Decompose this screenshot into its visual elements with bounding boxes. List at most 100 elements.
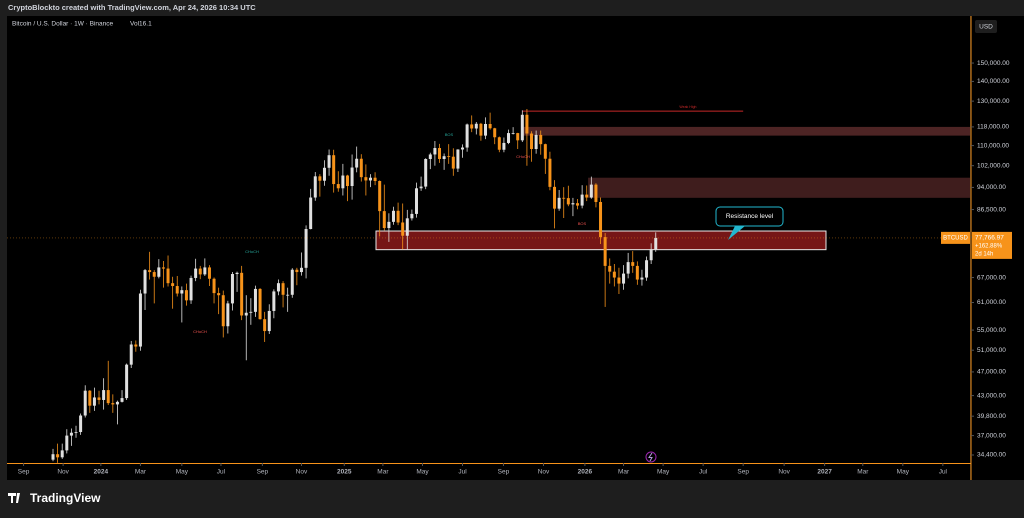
candle-body — [180, 290, 184, 294]
zone — [588, 177, 970, 198]
candle-body — [134, 344, 138, 347]
candle-body — [286, 294, 290, 296]
candle-body — [244, 312, 248, 316]
candle-body — [120, 398, 124, 402]
candle-body — [281, 283, 285, 295]
candle-body — [631, 262, 635, 266]
candle-body — [589, 184, 593, 198]
candle-body — [497, 137, 501, 150]
candle-body — [442, 156, 446, 159]
x-tick-label: Jul — [939, 469, 948, 476]
y-tick-label: 150,000.00 — [977, 60, 1010, 67]
callout-box — [715, 206, 784, 227]
candle-body — [603, 237, 607, 266]
candle-body — [410, 213, 414, 219]
x-tick-label: 2025 — [337, 469, 352, 476]
candle-body — [479, 123, 483, 136]
candle-body — [152, 272, 156, 277]
candle-body — [97, 397, 101, 400]
x-tick-label: May — [897, 469, 910, 476]
candle-body — [184, 290, 188, 301]
zone — [522, 126, 970, 136]
currency-box — [975, 20, 997, 33]
candle-body — [143, 270, 147, 294]
candle-body — [359, 158, 363, 178]
x-tick-label: Jul — [699, 469, 708, 476]
callout-pointer — [728, 226, 745, 240]
y-tick-label: 67,000.00 — [977, 274, 1006, 281]
countdown: 2d 14h — [975, 251, 993, 257]
y-tick-label: 43,000.00 — [977, 392, 1006, 399]
event-icon[interactable] — [645, 451, 657, 463]
candle-body — [230, 274, 234, 304]
candle-body — [493, 128, 497, 138]
candle-body — [585, 194, 589, 198]
symbol-tag — [941, 231, 970, 244]
candle-body — [456, 149, 460, 169]
candle-body — [345, 175, 349, 187]
marks: Weak High — [51, 105, 970, 463]
candle-body — [217, 293, 221, 296]
candle-body — [272, 291, 276, 311]
candle-body — [258, 288, 262, 320]
candle-body — [608, 265, 612, 272]
candle-body — [161, 267, 165, 269]
candle-body — [488, 123, 492, 129]
candle-body — [111, 403, 115, 405]
x-tick-label: Mar — [135, 469, 147, 476]
candle-body — [622, 273, 626, 284]
candle-body — [194, 268, 198, 278]
candle-body — [562, 197, 566, 199]
candle-body — [635, 265, 639, 280]
weak-high-label: Weak High — [679, 105, 696, 109]
x-tick-label: May — [176, 469, 189, 476]
candle-body — [56, 454, 60, 458]
candle-body — [617, 277, 621, 284]
candle-body — [92, 397, 96, 406]
candle-body — [534, 134, 538, 150]
candle-body — [461, 147, 465, 150]
x-tick-label: 2024 — [94, 469, 109, 476]
price: 77,766.97 — [975, 235, 1004, 242]
candle-body — [198, 268, 202, 275]
candle-body — [474, 123, 478, 129]
candle-body — [295, 269, 299, 273]
candle-body — [553, 186, 557, 209]
candle-body — [249, 311, 253, 313]
callout-text: Resistance level — [726, 213, 774, 220]
candle-body — [69, 432, 73, 436]
candle-body — [115, 401, 119, 405]
symbol: BTCUSD — [943, 235, 968, 241]
candle-body — [382, 211, 386, 229]
candle-body — [447, 156, 451, 158]
candle-body — [612, 271, 616, 278]
candle-body — [566, 198, 570, 205]
x-tick-label: Mar — [377, 469, 389, 476]
currency[interactable]: USD — [979, 24, 993, 31]
candle-body — [645, 260, 649, 278]
candle-body — [350, 167, 354, 187]
candle-body — [364, 177, 368, 181]
y-tick-label: 55,000.00 — [977, 327, 1006, 334]
candle-body — [175, 286, 179, 294]
candle-body — [576, 203, 580, 206]
candle-body — [401, 222, 405, 236]
candle-body — [327, 155, 331, 168]
y-tick-label: 130,000.00 — [977, 98, 1010, 105]
candle-body — [253, 288, 257, 312]
y-tick-label: 39,800.00 — [977, 413, 1006, 420]
candle-body — [336, 184, 340, 189]
candle-body — [405, 218, 409, 236]
x-axis — [7, 463, 970, 480]
x-tick-label: Nov — [778, 469, 790, 476]
y-tick-label: 102,000.00 — [977, 162, 1010, 169]
candle-body — [51, 454, 55, 460]
x-tick-label: Sep — [257, 469, 269, 476]
candle-body — [465, 124, 469, 148]
candle-body — [543, 144, 547, 159]
candle-body — [341, 175, 345, 189]
candle-body — [235, 272, 239, 275]
candle-body — [391, 210, 395, 222]
candle-body — [189, 277, 193, 301]
